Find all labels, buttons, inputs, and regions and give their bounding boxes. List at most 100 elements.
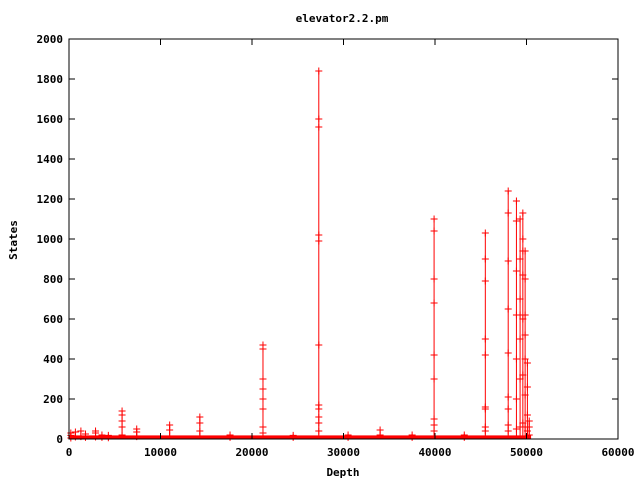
dense-point-band: [69, 435, 532, 439]
spike-10: [196, 413, 204, 440]
data-point: [259, 385, 267, 393]
data-point: [315, 427, 323, 435]
data-point: [259, 341, 267, 349]
spike-15: [344, 431, 352, 441]
spike-25: [521, 247, 529, 439]
data-point: [315, 341, 323, 349]
data-point: [521, 275, 529, 283]
data-point: [525, 417, 533, 425]
data-point: [481, 255, 489, 263]
data-point: [104, 431, 112, 439]
data-point: [430, 275, 438, 283]
spike-7: [118, 407, 126, 439]
spike-9: [166, 421, 174, 440]
data-point: [481, 423, 489, 431]
spike-17: [408, 431, 416, 441]
spike-2: [77, 427, 85, 441]
y-tick-label: 600: [43, 313, 63, 326]
data-point: [523, 383, 531, 391]
data-point: [460, 431, 468, 439]
data-point: [315, 419, 323, 427]
data-point: [521, 311, 529, 319]
data-point: [504, 427, 512, 435]
data-point: [430, 351, 438, 359]
data-point: [504, 257, 512, 265]
data-point: [523, 359, 531, 367]
data-point: [481, 403, 489, 411]
data-point: [512, 395, 520, 403]
spike-16: [376, 426, 384, 439]
data-point: [523, 411, 531, 419]
data-point: [259, 429, 267, 437]
spike-13: [289, 431, 297, 441]
spike-6: [104, 431, 112, 442]
data-point: [118, 407, 126, 415]
y-tick-label: 1600: [37, 113, 64, 126]
x-tick-label: 40000: [418, 446, 451, 459]
data-point: [92, 427, 100, 435]
data-point: [196, 419, 204, 427]
y-tick-label: 400: [43, 353, 63, 366]
data-point: [521, 247, 529, 255]
data-point: [315, 123, 323, 131]
data-point: [481, 351, 489, 359]
data-point: [315, 401, 323, 409]
data-point: [519, 209, 527, 217]
spike-4: [92, 427, 100, 441]
data-point: [430, 227, 438, 235]
data-point: [315, 237, 323, 245]
data-point: [315, 115, 323, 123]
data-point: [519, 235, 527, 243]
spike-19: [460, 431, 468, 441]
data-point: [315, 231, 323, 239]
data-point: [98, 431, 106, 439]
data-point: [523, 427, 531, 435]
data-point: [196, 413, 204, 421]
spike-5: [98, 431, 106, 441]
data-point: [430, 215, 438, 223]
data-point: [71, 428, 79, 436]
x-tick-label: 50000: [510, 446, 543, 459]
x-tick-label: 10000: [144, 446, 177, 459]
data-point: [133, 425, 141, 433]
data-point: [504, 209, 512, 217]
data-point: [481, 229, 489, 237]
y-tick-label: 200: [43, 393, 63, 406]
data-point: [376, 426, 384, 434]
y-tick-label: 1800: [37, 73, 64, 86]
spike-11: [226, 431, 234, 441]
data-point: [196, 427, 204, 435]
y-tick-label: 800: [43, 273, 63, 286]
x-tick-label: 30000: [327, 446, 360, 459]
spike-22: [512, 197, 520, 439]
data-point: [512, 425, 520, 433]
data-point: [481, 335, 489, 343]
y-tick-label: 1400: [37, 153, 64, 166]
data-point: [315, 413, 323, 421]
data-point: [67, 429, 75, 437]
data-point: [481, 277, 489, 285]
x-tick-label: 60000: [601, 446, 634, 459]
data-point: [166, 432, 174, 440]
spike-26: [523, 359, 531, 439]
spike-3: [81, 430, 89, 441]
data-point: [259, 423, 267, 431]
data-point: [430, 299, 438, 307]
data-point: [259, 395, 267, 403]
chart-title: elevator2.2.pm: [296, 12, 389, 25]
data-point: [512, 197, 520, 205]
data-point: [118, 417, 126, 425]
y-axis-label: States: [7, 220, 20, 260]
y-tick-label: 1200: [37, 193, 64, 206]
x-tick-label: 0: [66, 446, 73, 459]
spike-21: [504, 187, 512, 439]
data-point: [504, 393, 512, 401]
data-point: [118, 431, 126, 439]
data-point: [525, 423, 533, 431]
data-point: [504, 405, 512, 413]
data-point: [259, 405, 267, 413]
data-point: [504, 349, 512, 357]
data-point: [430, 415, 438, 423]
data-point: [166, 421, 174, 429]
